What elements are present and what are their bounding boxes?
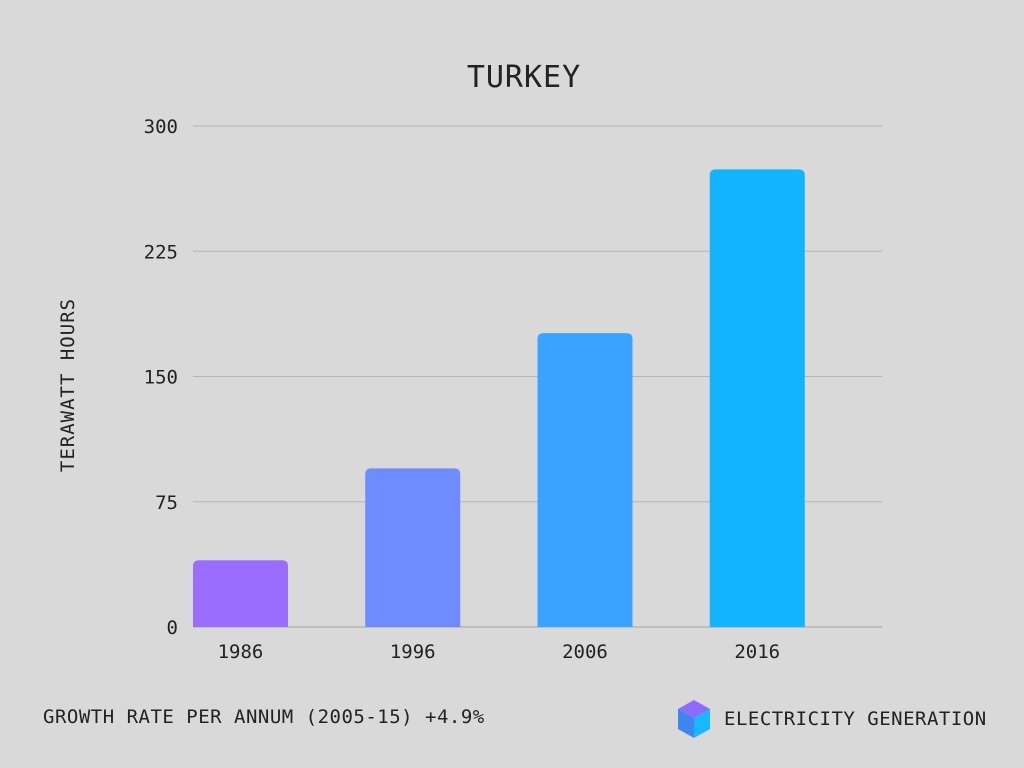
y-tick-label: 225 bbox=[144, 241, 178, 263]
x-tick-label: 2006 bbox=[562, 641, 608, 663]
brand-block: ELECTRICITY GENERATION bbox=[676, 698, 987, 740]
x-tick-label: 1986 bbox=[218, 641, 264, 663]
y-tick-label: 75 bbox=[155, 492, 178, 514]
chart-title: TURKEY bbox=[467, 60, 581, 95]
brand-text: ELECTRICITY GENERATION bbox=[724, 708, 987, 730]
y-tick-labels: 0 75 150 225 300 bbox=[144, 116, 178, 639]
y-axis-label: TERAWATT HOURS bbox=[57, 298, 79, 472]
bars bbox=[193, 169, 805, 628]
x-tick-labels: 1986 1996 2006 2016 bbox=[218, 641, 781, 663]
bar-1996 bbox=[365, 468, 461, 627]
y-tick-label: 0 bbox=[167, 617, 178, 639]
bar-2006 bbox=[537, 333, 633, 627]
x-tick-label: 1996 bbox=[390, 641, 436, 663]
bar-1986 bbox=[193, 560, 288, 627]
bar-2016 bbox=[709, 169, 805, 628]
x-tick-label: 2016 bbox=[734, 641, 780, 663]
cube-icon bbox=[678, 700, 710, 738]
y-tick-label: 150 bbox=[144, 367, 178, 389]
y-tick-label: 300 bbox=[144, 116, 178, 138]
growth-rate-text: GROWTH RATE PER ANNUM (2005-15) +4.9% bbox=[43, 706, 485, 728]
